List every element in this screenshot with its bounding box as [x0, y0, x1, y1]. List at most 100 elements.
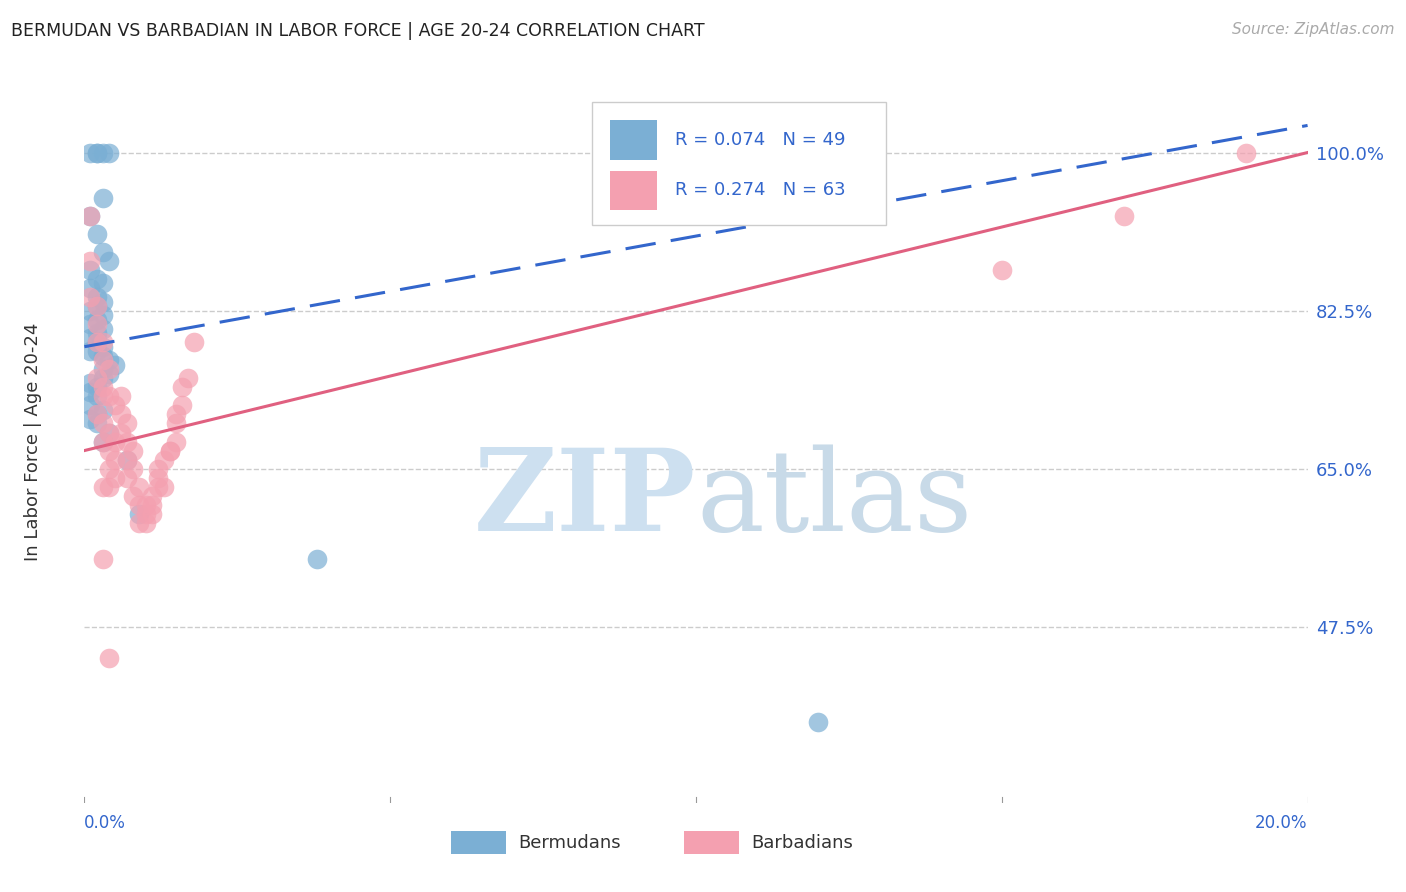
- Point: [183, 335, 205, 350]
- Text: BERMUDAN VS BARBADIAN IN LABOR FORCE | AGE 20-24 CORRELATION CHART: BERMUDAN VS BARBADIAN IN LABOR FORCE | A…: [11, 22, 704, 40]
- Point: [79, 398, 101, 412]
- Point: [165, 434, 187, 449]
- Point: [91, 191, 114, 205]
- Point: [110, 425, 132, 440]
- Point: [86, 417, 108, 431]
- Point: [91, 403, 114, 417]
- Point: [165, 408, 187, 422]
- Point: [91, 294, 114, 309]
- Point: [86, 145, 108, 160]
- Point: [97, 145, 120, 160]
- Point: [86, 371, 108, 385]
- Text: R = 0.074   N = 49: R = 0.074 N = 49: [675, 131, 845, 149]
- Point: [104, 398, 127, 412]
- Point: [141, 489, 163, 503]
- Text: R = 0.274   N = 63: R = 0.274 N = 63: [675, 181, 846, 200]
- Point: [97, 254, 120, 268]
- Point: [104, 358, 127, 372]
- Point: [128, 480, 150, 494]
- Point: [79, 209, 101, 223]
- Text: 20.0%: 20.0%: [1256, 814, 1308, 831]
- Point: [79, 281, 101, 295]
- Point: [91, 335, 114, 350]
- Point: [159, 443, 181, 458]
- Point: [79, 376, 101, 390]
- Point: [97, 651, 120, 665]
- Point: [128, 498, 150, 512]
- Point: [128, 516, 150, 530]
- Point: [91, 321, 114, 335]
- FancyBboxPatch shape: [451, 831, 506, 855]
- Point: [91, 389, 114, 403]
- Point: [86, 335, 108, 350]
- Point: [115, 452, 138, 467]
- Point: [91, 349, 114, 363]
- Text: Barbadians: Barbadians: [751, 833, 853, 852]
- Point: [141, 507, 163, 521]
- Point: [97, 461, 120, 475]
- Point: [97, 367, 120, 381]
- Point: [86, 299, 108, 313]
- Point: [807, 714, 830, 729]
- Point: [86, 290, 108, 304]
- Point: [91, 417, 114, 431]
- Point: [86, 408, 108, 422]
- Point: [86, 344, 108, 359]
- Point: [177, 371, 200, 385]
- Point: [91, 145, 114, 160]
- Point: [122, 461, 145, 475]
- Point: [135, 516, 157, 530]
- Point: [115, 471, 138, 485]
- Point: [97, 362, 120, 376]
- Point: [79, 317, 101, 331]
- Point: [91, 552, 114, 566]
- Point: [135, 498, 157, 512]
- Point: [91, 277, 114, 291]
- Point: [141, 498, 163, 512]
- Point: [110, 408, 132, 422]
- Point: [86, 272, 108, 286]
- Point: [86, 317, 108, 331]
- Point: [159, 443, 181, 458]
- Point: [110, 389, 132, 403]
- Point: [86, 408, 108, 422]
- FancyBboxPatch shape: [683, 831, 738, 855]
- Point: [91, 308, 114, 322]
- Point: [79, 263, 101, 277]
- Point: [79, 303, 101, 318]
- Point: [153, 452, 176, 467]
- Point: [86, 227, 108, 241]
- Point: [91, 244, 114, 259]
- FancyBboxPatch shape: [610, 170, 657, 211]
- Point: [165, 417, 187, 431]
- Point: [79, 209, 101, 223]
- Point: [115, 434, 138, 449]
- Point: [86, 380, 108, 394]
- Point: [115, 417, 138, 431]
- Point: [79, 412, 101, 426]
- Point: [153, 480, 176, 494]
- Text: In Labor Force | Age 20-24: In Labor Force | Age 20-24: [24, 322, 42, 561]
- FancyBboxPatch shape: [610, 120, 657, 160]
- Point: [91, 480, 114, 494]
- Point: [115, 452, 138, 467]
- Point: [91, 434, 114, 449]
- Point: [79, 290, 101, 304]
- Point: [79, 384, 101, 399]
- Point: [86, 335, 108, 350]
- Point: [79, 331, 101, 345]
- Point: [97, 480, 120, 494]
- Point: [97, 425, 120, 440]
- Text: atlas: atlas: [696, 444, 973, 555]
- Point: [91, 340, 114, 354]
- Point: [104, 471, 127, 485]
- Point: [97, 425, 120, 440]
- Point: [146, 461, 169, 475]
- Point: [146, 471, 169, 485]
- Point: [86, 145, 108, 160]
- Point: [146, 480, 169, 494]
- Point: [104, 452, 127, 467]
- Point: [1114, 209, 1136, 223]
- FancyBboxPatch shape: [592, 102, 886, 225]
- Point: [122, 443, 145, 458]
